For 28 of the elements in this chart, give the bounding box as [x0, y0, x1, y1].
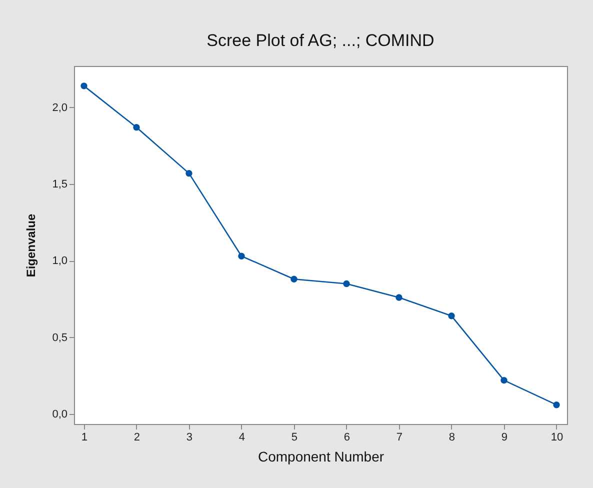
x-tick-label: 10 [550, 432, 564, 444]
x-tick-label: 8 [448, 432, 456, 444]
x-tick-label: 3 [186, 432, 193, 444]
y-tick-label: 0,0 [52, 408, 68, 421]
point [396, 294, 402, 301]
y-axis-title: Eigenvalue [24, 213, 38, 278]
x-tick-label: 4 [238, 432, 246, 444]
x-tick-label: 1 [81, 432, 88, 444]
point [186, 170, 192, 177]
point [238, 252, 245, 260]
y-tick-label: 1,5 [52, 178, 68, 191]
point [343, 280, 350, 288]
x-tick-label: 9 [501, 432, 508, 444]
point [80, 82, 88, 90]
point [290, 276, 298, 282]
y-tick-label: 2,0 [52, 102, 68, 114]
point [133, 124, 140, 131]
y-tick-label: 1,0 [52, 255, 68, 268]
point [448, 312, 455, 320]
point [553, 401, 560, 408]
x-tick-label: 6 [344, 432, 350, 444]
chart-title: Scree Plot of AG; ...; COMIND [206, 31, 434, 50]
point [500, 376, 508, 384]
x-tick-label: 5 [291, 432, 298, 444]
x-tick-label: 7 [396, 432, 403, 444]
y-tick-label: 0,5 [52, 332, 68, 344]
x-axis-title: Component Number [258, 448, 384, 464]
x-tick-label: 2 [134, 432, 140, 444]
